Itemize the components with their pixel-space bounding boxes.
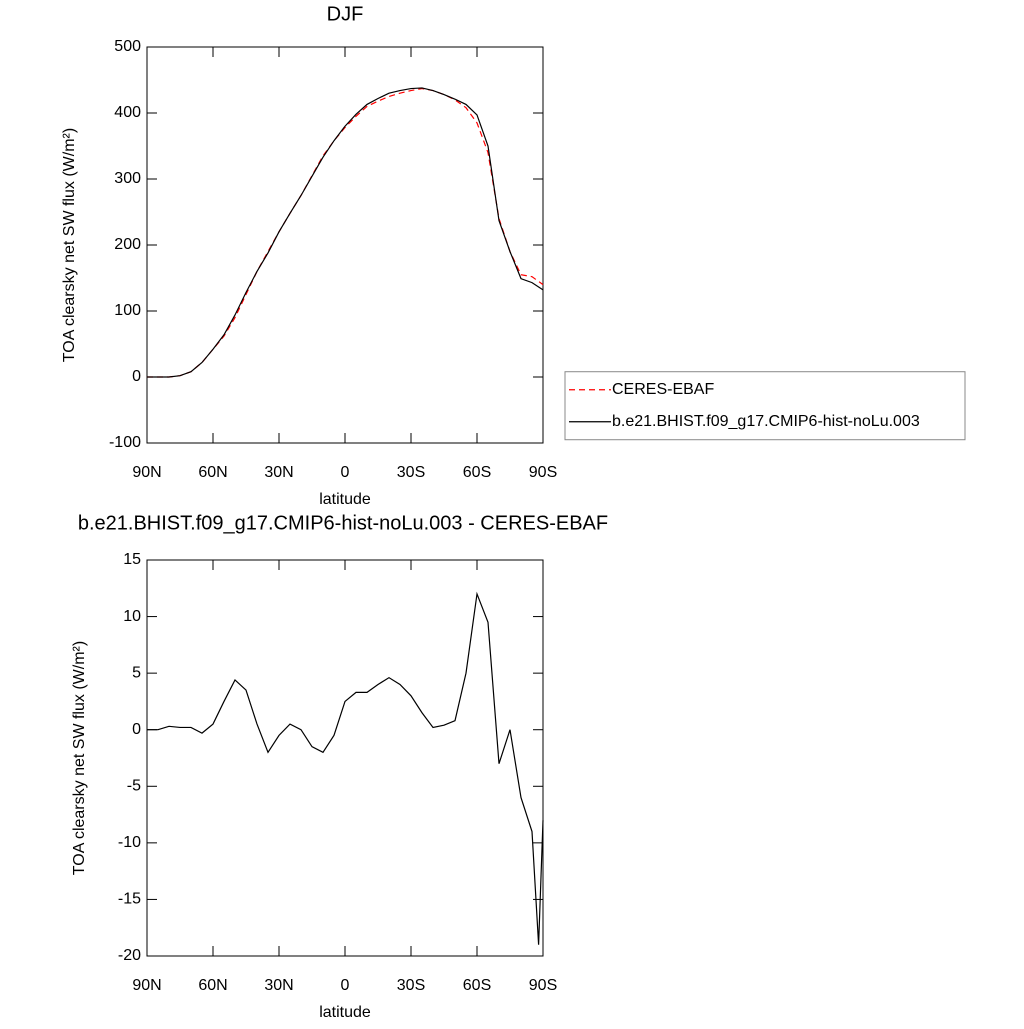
x-tick-label: 60S [463, 464, 491, 481]
plot-frame [146, 559, 544, 957]
data-line [147, 591, 544, 945]
legend-label: CERES-EBAF [612, 381, 714, 398]
y-axis-label: TOA clearsky net SW flux (W/m²) [61, 128, 78, 362]
x-tick-label: 0 [341, 977, 350, 994]
y-tick-label: 300 [114, 170, 141, 187]
y-tick-label: 200 [114, 236, 141, 253]
plot-frame [146, 46, 544, 444]
x-axis-label: latitude [319, 491, 371, 508]
data-line [147, 87, 544, 378]
y-tick-label: -100 [109, 434, 141, 451]
x-tick-label: 0 [341, 464, 350, 481]
y-tick-label: 10 [123, 608, 141, 625]
x-tick-label: 90S [529, 464, 557, 481]
x-tick-label: 60N [198, 464, 227, 481]
x-tick-label: 60S [463, 977, 491, 994]
chart-title: DJF [327, 3, 364, 25]
y-tick-label: 500 [114, 38, 141, 55]
legend: CERES-EBAF b.e21.BHIST.f09_g17.CMIP6-hist… [564, 371, 966, 441]
y-tick-label: -15 [118, 891, 141, 908]
x-tick-label: 90N [132, 464, 161, 481]
y-tick-label: 15 [123, 551, 141, 568]
x-tick-label: 60N [198, 977, 227, 994]
chart-title: b.e21.BHIST.f09_g17.CMIP6-hist-noLu.003 … [78, 512, 608, 534]
x-tick-label: 30N [264, 464, 293, 481]
x-tick-label: 30S [397, 464, 425, 481]
x-tick-label: 30S [397, 977, 425, 994]
legend-label: b.e21.BHIST.f09_g17.CMIP6-hist-noLu.003 [612, 413, 920, 430]
y-tick-label: 100 [114, 302, 141, 319]
data-line [147, 87, 544, 378]
legend-box [564, 371, 966, 441]
y-tick-label: 400 [114, 104, 141, 121]
y-tick-label: -5 [127, 778, 141, 795]
x-tick-label: 90N [132, 977, 161, 994]
y-axis-label: TOA clearsky net SW flux (W/m²) [71, 641, 88, 875]
x-tick-label: 30N [264, 977, 293, 994]
y-tick-label: -10 [118, 834, 141, 851]
y-tick-label: 0 [132, 721, 141, 738]
y-tick-label: 5 [132, 664, 141, 681]
x-axis-label: latitude [319, 1004, 371, 1021]
y-tick-label: -20 [118, 947, 141, 964]
y-tick-label: 0 [132, 368, 141, 385]
x-tick-label: 90S [529, 977, 557, 994]
